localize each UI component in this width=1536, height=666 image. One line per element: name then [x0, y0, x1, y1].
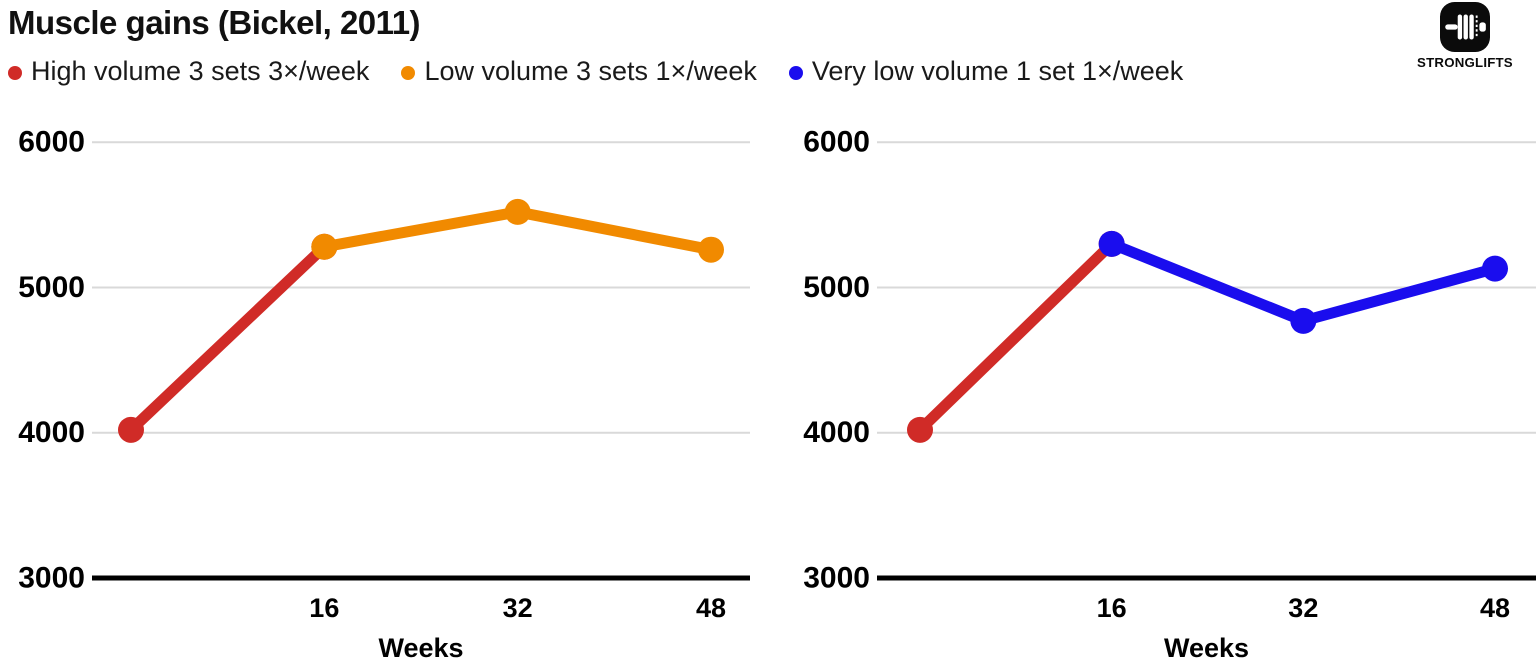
y-tick-label: 5000 [18, 271, 85, 304]
x-tick-label: 48 [696, 593, 726, 623]
x-axis-title: Weeks [378, 633, 463, 663]
barbell-icon [1440, 2, 1490, 52]
data-point [311, 233, 338, 260]
page-title: Muscle gains (Bickel, 2011) [8, 4, 421, 41]
legend-item-high-volume: High volume 3 sets 3×/week [8, 56, 369, 87]
data-point [907, 416, 933, 443]
data-point [118, 416, 144, 443]
x-tick-label: 32 [1288, 593, 1318, 623]
chart-panel-left: 3000 4000 5000 6000 16 32 48 Weeks [18, 126, 750, 663]
y-tick-label: 5000 [803, 271, 870, 304]
data-point [1098, 230, 1125, 257]
x-tick-label: 48 [1480, 593, 1510, 623]
y-tick-label: 4000 [18, 416, 85, 449]
data-point [1482, 255, 1508, 282]
y-tick-label: 4000 [803, 416, 870, 449]
legend-item-very-low-volume: Very low volume 1 set 1×/week [788, 56, 1184, 87]
charts-row: 3000 4000 5000 6000 16 32 48 Weeks 3000 4000 5000… [0, 120, 1536, 666]
legend-dot-red-icon [8, 65, 22, 80]
y-tick-label: 6000 [18, 126, 85, 159]
legend: High volume 3 sets 3×/week Low volume 3 … [8, 56, 1183, 87]
x-tick-label: 32 [503, 593, 533, 623]
legend-label: High volume 3 sets 3×/week [31, 56, 370, 86]
y-tick-label: 6000 [803, 126, 870, 159]
data-point [698, 236, 724, 263]
series-line [125, 241, 330, 436]
data-point [504, 198, 531, 225]
legend-label: Low volume 3 sets 1×/week [424, 56, 757, 86]
x-axis-title: Weeks [1164, 633, 1249, 663]
legend-dot-orange-icon [401, 65, 416, 80]
x-tick-label: 16 [309, 593, 339, 623]
y-tick-label: 3000 [803, 562, 870, 595]
legend-dot-blue-icon [788, 65, 803, 80]
chart-panel-right: 3000 4000 5000 6000 16 32 48 Weeks [803, 126, 1536, 663]
series-line [914, 238, 1118, 436]
legend-item-low-volume: Low volume 3 sets 1×/week [401, 56, 757, 87]
y-tick-label: 3000 [18, 562, 85, 595]
x-tick-label: 16 [1097, 593, 1127, 623]
legend-label: Very low volume 1 set 1×/week [811, 56, 1184, 86]
brand-name: STRONGLIFTS [1417, 55, 1513, 70]
stronglifts-logo: STRONGLIFTS [1395, 2, 1535, 70]
data-point [1290, 307, 1317, 334]
